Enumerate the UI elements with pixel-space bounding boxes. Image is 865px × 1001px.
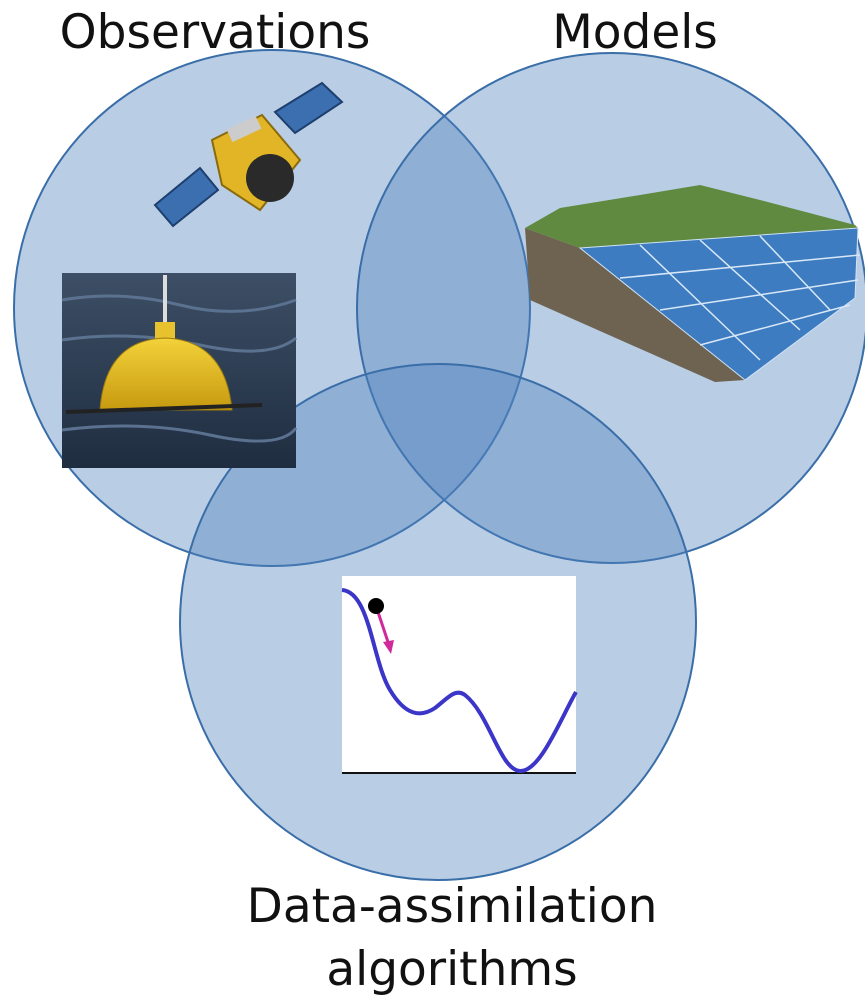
models-label: Models: [552, 5, 718, 60]
algorithms-label: algorithms: [326, 942, 577, 997]
state-point: [368, 598, 384, 614]
buoy-photo: [62, 273, 296, 468]
observations-label: Observations: [60, 5, 371, 60]
satellite-engine: [246, 154, 294, 202]
algorithms-label: Data-assimilation: [247, 879, 658, 934]
cost-function-plot: [342, 576, 576, 773]
buoy-top: [155, 322, 175, 340]
venn-diagram: Observations Models Data-assimilation al…: [0, 0, 865, 1001]
